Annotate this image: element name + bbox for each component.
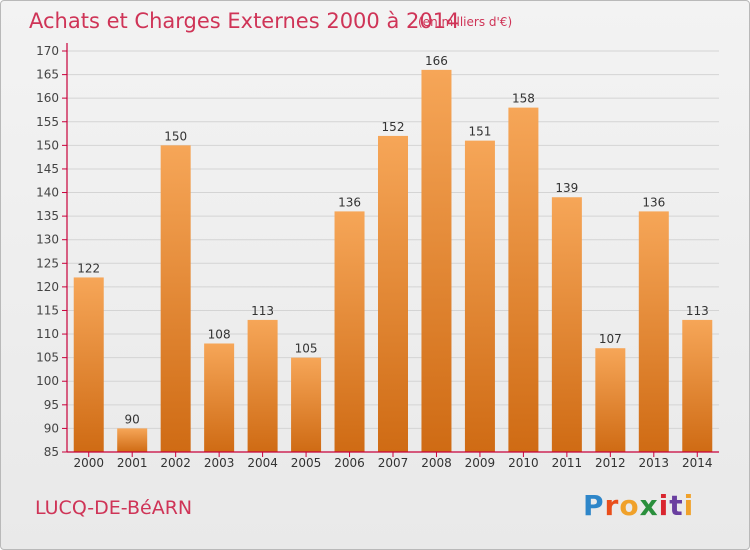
y-tick-label: 150 [36, 138, 59, 152]
y-tick-label: 110 [36, 327, 59, 341]
bar [378, 135, 408, 452]
data-label: 151 [468, 125, 491, 139]
y-tick-label: 95 [44, 398, 59, 412]
bar [638, 211, 669, 452]
chart-title: Achats et Charges Externes 2000 à 2014 [29, 9, 460, 33]
y-tick-label: 145 [36, 162, 59, 176]
data-label: 150 [164, 129, 187, 143]
data-label: 136 [338, 195, 361, 209]
bar [551, 197, 582, 452]
data-label: 158 [512, 92, 535, 106]
data-label: 113 [251, 304, 274, 318]
x-tick-label: 2011 [552, 456, 583, 470]
x-tick-label: 2001 [117, 456, 148, 470]
x-tick-label: 2009 [465, 456, 496, 470]
brand-letter: i [658, 489, 670, 522]
y-tick-label: 115 [36, 303, 59, 317]
data-label: 90 [125, 412, 140, 426]
y-tick-label: 120 [36, 280, 59, 294]
data-label: 105 [295, 342, 318, 356]
y-tick-label: 125 [36, 256, 59, 270]
location-label: LUCQ-DE-BéARN [35, 497, 193, 519]
data-label: 152 [382, 120, 405, 134]
bar [595, 348, 626, 452]
bar [247, 319, 278, 452]
bar [291, 357, 322, 452]
x-tick-label: 2014 [682, 456, 713, 470]
y-tick-label: 155 [36, 115, 59, 129]
x-tick-label: 2002 [160, 456, 191, 470]
data-label: 166 [425, 54, 448, 68]
x-tick-label: 2005 [291, 456, 322, 470]
bar [73, 277, 104, 452]
y-tick-label: 90 [44, 421, 59, 435]
data-label: 136 [642, 195, 665, 209]
data-label: 139 [555, 181, 578, 195]
x-tick-label: 2008 [421, 456, 452, 470]
y-tick-label: 85 [44, 445, 59, 459]
data-label: 113 [686, 304, 709, 318]
y-tick-label: 170 [36, 44, 59, 58]
x-tick-label: 2006 [334, 456, 365, 470]
data-label: 108 [208, 327, 231, 341]
y-tick-label: 130 [36, 233, 59, 247]
x-tick-label: 2013 [639, 456, 670, 470]
data-label: 122 [77, 261, 100, 275]
bar [682, 319, 713, 452]
brand-letter: r [604, 489, 620, 522]
x-tick-label: 2012 [595, 456, 626, 470]
bar [508, 107, 539, 453]
bar [334, 211, 365, 452]
bar [204, 343, 235, 452]
brand-letter: t [669, 489, 684, 522]
data-label: 107 [599, 332, 622, 346]
brand-letter: P [583, 489, 605, 522]
brand-letter: x [639, 489, 659, 522]
x-tick-label: 2000 [73, 456, 104, 470]
x-tick-label: 2004 [247, 456, 278, 470]
bar [421, 69, 452, 452]
brand-logo: Proxiti [583, 489, 694, 522]
y-tick-label: 140 [36, 186, 59, 200]
y-tick-label: 135 [36, 209, 59, 223]
bar [160, 145, 191, 452]
y-tick-label: 100 [36, 374, 59, 388]
y-tick-label: 160 [36, 91, 59, 105]
x-tick-label: 2010 [508, 456, 539, 470]
bar [464, 140, 495, 452]
y-tick-label: 165 [36, 68, 59, 82]
brand-letter: o [619, 489, 640, 522]
x-tick-label: 2003 [204, 456, 235, 470]
y-tick-label: 105 [36, 351, 59, 365]
bar [117, 428, 148, 452]
x-tick-label: 2007 [378, 456, 409, 470]
chart-subtitle: (en milliers d'€) [418, 15, 513, 29]
brand-letter: i [683, 489, 695, 522]
